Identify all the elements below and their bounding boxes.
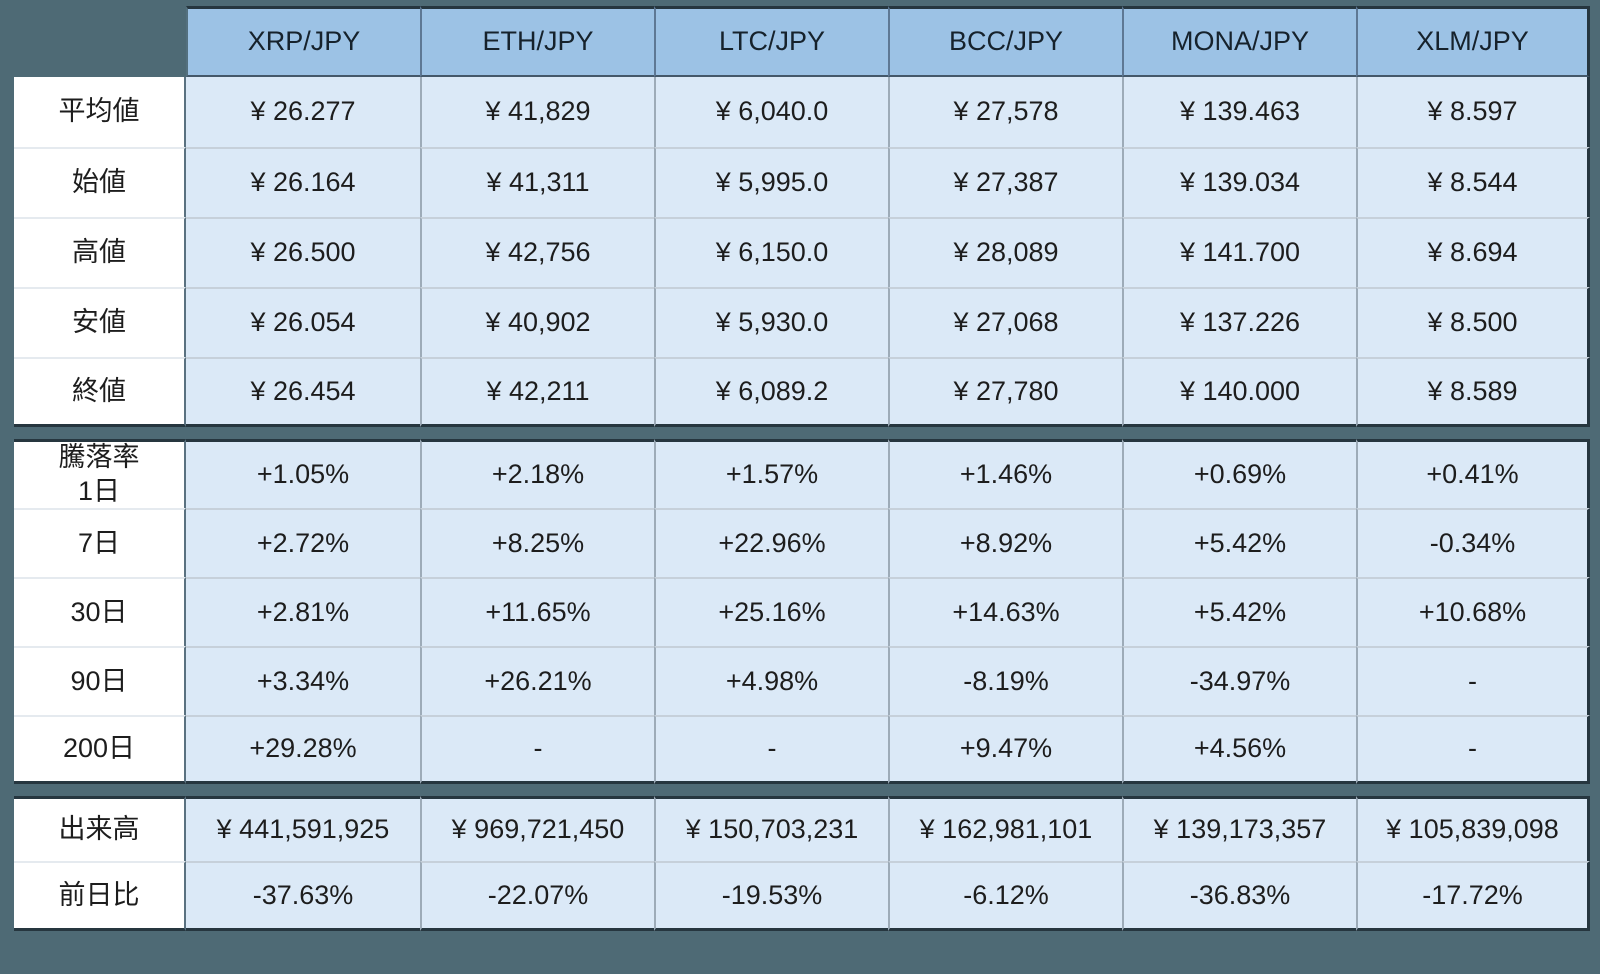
change-cell: +5.42% [1122,577,1356,646]
change-cell: - [1356,646,1590,715]
volume-cell: ¥ 162,981,101 [888,796,1122,861]
row-label-change-90d: 90日 [14,646,186,715]
price-section: XRP/JPY ETH/JPY LTC/JPY BCC/JPY MONA/JPY… [14,6,1590,427]
row-label-volume: 出来高 [14,796,186,861]
volume-cell: ¥ 969,721,450 [420,796,654,861]
change-cell: -0.34% [1356,508,1590,577]
change-cell: +0.41% [1356,439,1590,508]
price-cell: ¥ 8.694 [1356,217,1590,287]
price-cell: ¥ 140.000 [1122,357,1356,427]
price-cell: ¥ 141.700 [1122,217,1356,287]
change-cell: +26.21% [420,646,654,715]
price-cell: ¥ 27,387 [888,147,1122,217]
column-header-ltc-jpy: LTC/JPY [654,6,888,77]
row-label-high: 高値 [14,217,186,287]
change-cell: +14.63% [888,577,1122,646]
change-cell: - [1356,715,1590,784]
volume-cell: -17.72% [1356,861,1590,931]
price-cell: ¥ 6,150.0 [654,217,888,287]
column-header-eth-jpy: ETH/JPY [420,6,654,77]
change-cell: +8.25% [420,508,654,577]
change-cell: +29.28% [186,715,420,784]
column-header-xlm-jpy: XLM/JPY [1356,6,1590,77]
crypto-price-table: XRP/JPY ETH/JPY LTC/JPY BCC/JPY MONA/JPY… [14,6,1590,931]
price-cell: ¥ 8.589 [1356,357,1590,427]
change-cell: +2.72% [186,508,420,577]
price-cell: ¥ 42,211 [420,357,654,427]
price-cell: ¥ 139.034 [1122,147,1356,217]
price-cell: ¥ 26.500 [186,217,420,287]
change-cell: +2.81% [186,577,420,646]
change-cell: - [654,715,888,784]
volume-cell: ¥ 105,839,098 [1356,796,1590,861]
price-cell: ¥ 5,995.0 [654,147,888,217]
price-cell: ¥ 139.463 [1122,77,1356,147]
row-label-average: 平均値 [14,77,186,147]
change-cell: +10.68% [1356,577,1590,646]
volume-cell: -22.07% [420,861,654,931]
change-cell: +1.57% [654,439,888,508]
row-label-vs-prev-day: 前日比 [14,861,186,931]
price-cell: ¥ 8.544 [1356,147,1590,217]
column-header-xrp-jpy: XRP/JPY [186,6,420,77]
price-cell: ¥ 26.054 [186,287,420,357]
price-cell: ¥ 26.164 [186,147,420,217]
row-label-low: 安値 [14,287,186,357]
volume-cell: -37.63% [186,861,420,931]
volume-cell: -36.83% [1122,861,1356,931]
price-cell: ¥ 6,040.0 [654,77,888,147]
price-cell: ¥ 26.277 [186,77,420,147]
price-cell: ¥ 28,089 [888,217,1122,287]
volume-cell: -19.53% [654,861,888,931]
change-cell: +22.96% [654,508,888,577]
change-cell: +0.69% [1122,439,1356,508]
section-gap [14,784,1590,796]
column-header-mona-jpy: MONA/JPY [1122,6,1356,77]
price-cell: ¥ 6,089.2 [654,357,888,427]
change-cell: +4.56% [1122,715,1356,784]
price-cell: ¥ 8.500 [1356,287,1590,357]
section-gap [14,427,1590,439]
price-cell: ¥ 42,756 [420,217,654,287]
volume-cell: ¥ 139,173,357 [1122,796,1356,861]
price-cell: ¥ 27,578 [888,77,1122,147]
change-cell: +9.47% [888,715,1122,784]
change-cell: +5.42% [1122,508,1356,577]
corner-spacer [14,6,186,77]
volume-cell: ¥ 441,591,925 [186,796,420,861]
change-cell: - [420,715,654,784]
change-cell: +3.34% [186,646,420,715]
change-cell: +11.65% [420,577,654,646]
change-cell: +4.98% [654,646,888,715]
price-cell: ¥ 5,930.0 [654,287,888,357]
volume-section: 出来高 ¥ 441,591,925 ¥ 969,721,450 ¥ 150,70… [14,796,1590,931]
column-header-bcc-jpy: BCC/JPY [888,6,1122,77]
price-cell: ¥ 8.597 [1356,77,1590,147]
change-cell: -34.97% [1122,646,1356,715]
row-label-change-1d: 騰落率 1日 [14,439,186,508]
change-cell: +8.92% [888,508,1122,577]
price-cell: ¥ 27,068 [888,287,1122,357]
row-label-change-30d: 30日 [14,577,186,646]
change-cell: -8.19% [888,646,1122,715]
price-cell: ¥ 41,829 [420,77,654,147]
row-label-close: 終値 [14,357,186,427]
price-cell: ¥ 41,311 [420,147,654,217]
change-cell: +25.16% [654,577,888,646]
row-label-change-7d: 7日 [14,508,186,577]
row-label-change-200d: 200日 [14,715,186,784]
price-cell: ¥ 40,902 [420,287,654,357]
price-cell: ¥ 137.226 [1122,287,1356,357]
volume-cell: ¥ 150,703,231 [654,796,888,861]
price-cell: ¥ 26.454 [186,357,420,427]
volume-cell: -6.12% [888,861,1122,931]
row-label-open: 始値 [14,147,186,217]
price-cell: ¥ 27,780 [888,357,1122,427]
change-cell: +2.18% [420,439,654,508]
change-cell: +1.05% [186,439,420,508]
change-rate-section: 騰落率 1日 +1.05% +2.18% +1.57% +1.46% +0.69… [14,439,1590,784]
change-cell: +1.46% [888,439,1122,508]
